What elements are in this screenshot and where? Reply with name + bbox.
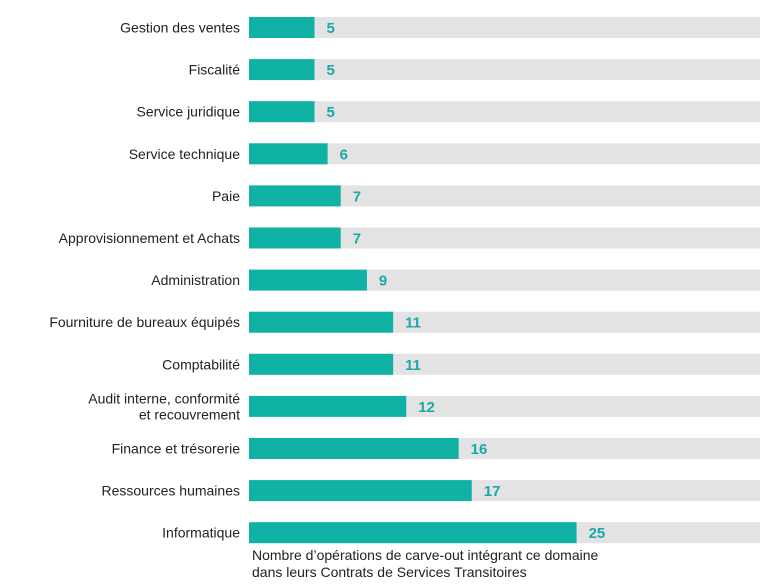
bar: [249, 522, 577, 544]
category-label: Gestion des ventes: [120, 20, 240, 36]
value-label: 25: [589, 525, 606, 542]
value-label: 17: [484, 483, 501, 500]
category-label: Finance et trésorerie: [112, 441, 241, 457]
value-label: 9: [379, 273, 387, 290]
value-label: 7: [353, 231, 361, 248]
bar-track: [249, 17, 760, 38]
value-label: 5: [327, 104, 335, 121]
bar-track: [249, 269, 760, 291]
value-label: 5: [327, 20, 335, 37]
category-label: Fiscalité: [189, 62, 241, 78]
category-labels: Gestion des ventes Fiscalité Service jurid…: [49, 20, 240, 541]
bar: [249, 353, 394, 375]
category-label: Service juridique: [137, 104, 241, 120]
category-label: Approvisionnement et Achats: [59, 230, 240, 246]
category-label: Service technique: [129, 146, 241, 162]
bar: [249, 143, 328, 165]
bar: [249, 227, 341, 249]
bar: [249, 480, 472, 502]
bar: [249, 59, 315, 81]
bar: [249, 269, 367, 291]
value-label: 7: [353, 188, 361, 205]
bar-track: [249, 59, 760, 81]
value-label: 11: [405, 315, 421, 332]
bar-track: [249, 143, 760, 165]
bar: [249, 438, 459, 459]
value-label: 11: [405, 357, 421, 374]
x-axis-caption-line-2: dans leurs Contrats de Services Transito…: [252, 564, 527, 580]
bar: [249, 17, 315, 38]
value-label: 12: [418, 399, 435, 416]
category-label: Administration: [151, 272, 240, 288]
category-label: Ressources humaines: [101, 483, 240, 499]
bar: [249, 395, 407, 417]
x-axis-caption: Nombre d’opérations de carve-out intégra…: [252, 547, 752, 581]
category-label: Audit interne, conformité et recouvrement: [88, 390, 240, 422]
category-label: Paie: [212, 188, 240, 204]
bar-track: [249, 101, 760, 123]
category-label: Fourniture de bureaux équipés: [49, 314, 240, 330]
x-axis-caption-line-1: Nombre d’opérations de carve-out intégra…: [252, 547, 599, 563]
bar: [249, 101, 315, 123]
bars: [249, 17, 577, 544]
value-labels: 5 5 5 6 7 7 9 11 11 12 16 17 25: [327, 20, 606, 542]
category-label: Informatique: [162, 525, 240, 541]
value-label: 6: [340, 146, 348, 163]
bar-track: [249, 227, 760, 249]
bar: [249, 185, 341, 207]
bar: [249, 311, 394, 333]
value-label: 5: [327, 62, 335, 79]
value-label: 16: [471, 441, 488, 458]
category-label: Comptabilité: [162, 356, 240, 372]
bar-track: [249, 185, 760, 207]
